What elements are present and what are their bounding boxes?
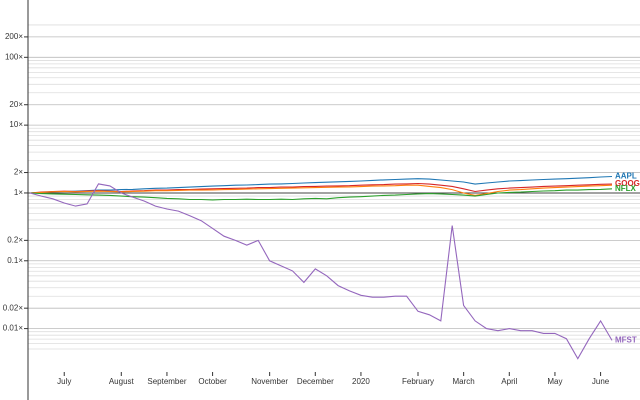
- y-tick-label: 0.1×: [7, 256, 23, 265]
- series-line: [29, 175, 613, 194]
- x-tick-label: April: [501, 377, 517, 386]
- series-label: MFST: [615, 336, 637, 345]
- y-tick-label: 100×: [5, 52, 23, 61]
- x-tick-label: June: [592, 377, 610, 386]
- y-tick-label: 20×: [9, 100, 23, 109]
- series-line: [29, 184, 613, 196]
- x-tick-label: July: [57, 377, 71, 386]
- y-tick-label: 200×: [5, 32, 23, 41]
- y-tick-label: 2×: [14, 168, 23, 177]
- y-tick-label: 0.2×: [7, 235, 23, 244]
- y-tick-label: 0.02×: [3, 303, 24, 312]
- x-tick-label: August: [109, 377, 135, 386]
- x-tick-label: September: [147, 377, 186, 386]
- y-tick-label: 0.01×: [3, 324, 24, 333]
- x-tick-label: 2020: [352, 377, 370, 386]
- x-tick-label: March: [453, 377, 475, 386]
- x-tick-label: May: [547, 377, 562, 386]
- series-line: [29, 183, 613, 360]
- series-label: NFLX: [615, 184, 637, 193]
- series-line: [29, 188, 613, 201]
- x-tick-label: October: [198, 377, 227, 386]
- x-tick-label: February: [402, 377, 434, 386]
- x-tick-label: December: [297, 377, 334, 386]
- y-tick-label: 1×: [14, 188, 23, 197]
- series-label: AAPL: [615, 172, 637, 181]
- series-label: GOOG: [615, 179, 640, 188]
- x-tick-label: November: [251, 377, 288, 386]
- y-tick-label: 10×: [9, 120, 23, 129]
